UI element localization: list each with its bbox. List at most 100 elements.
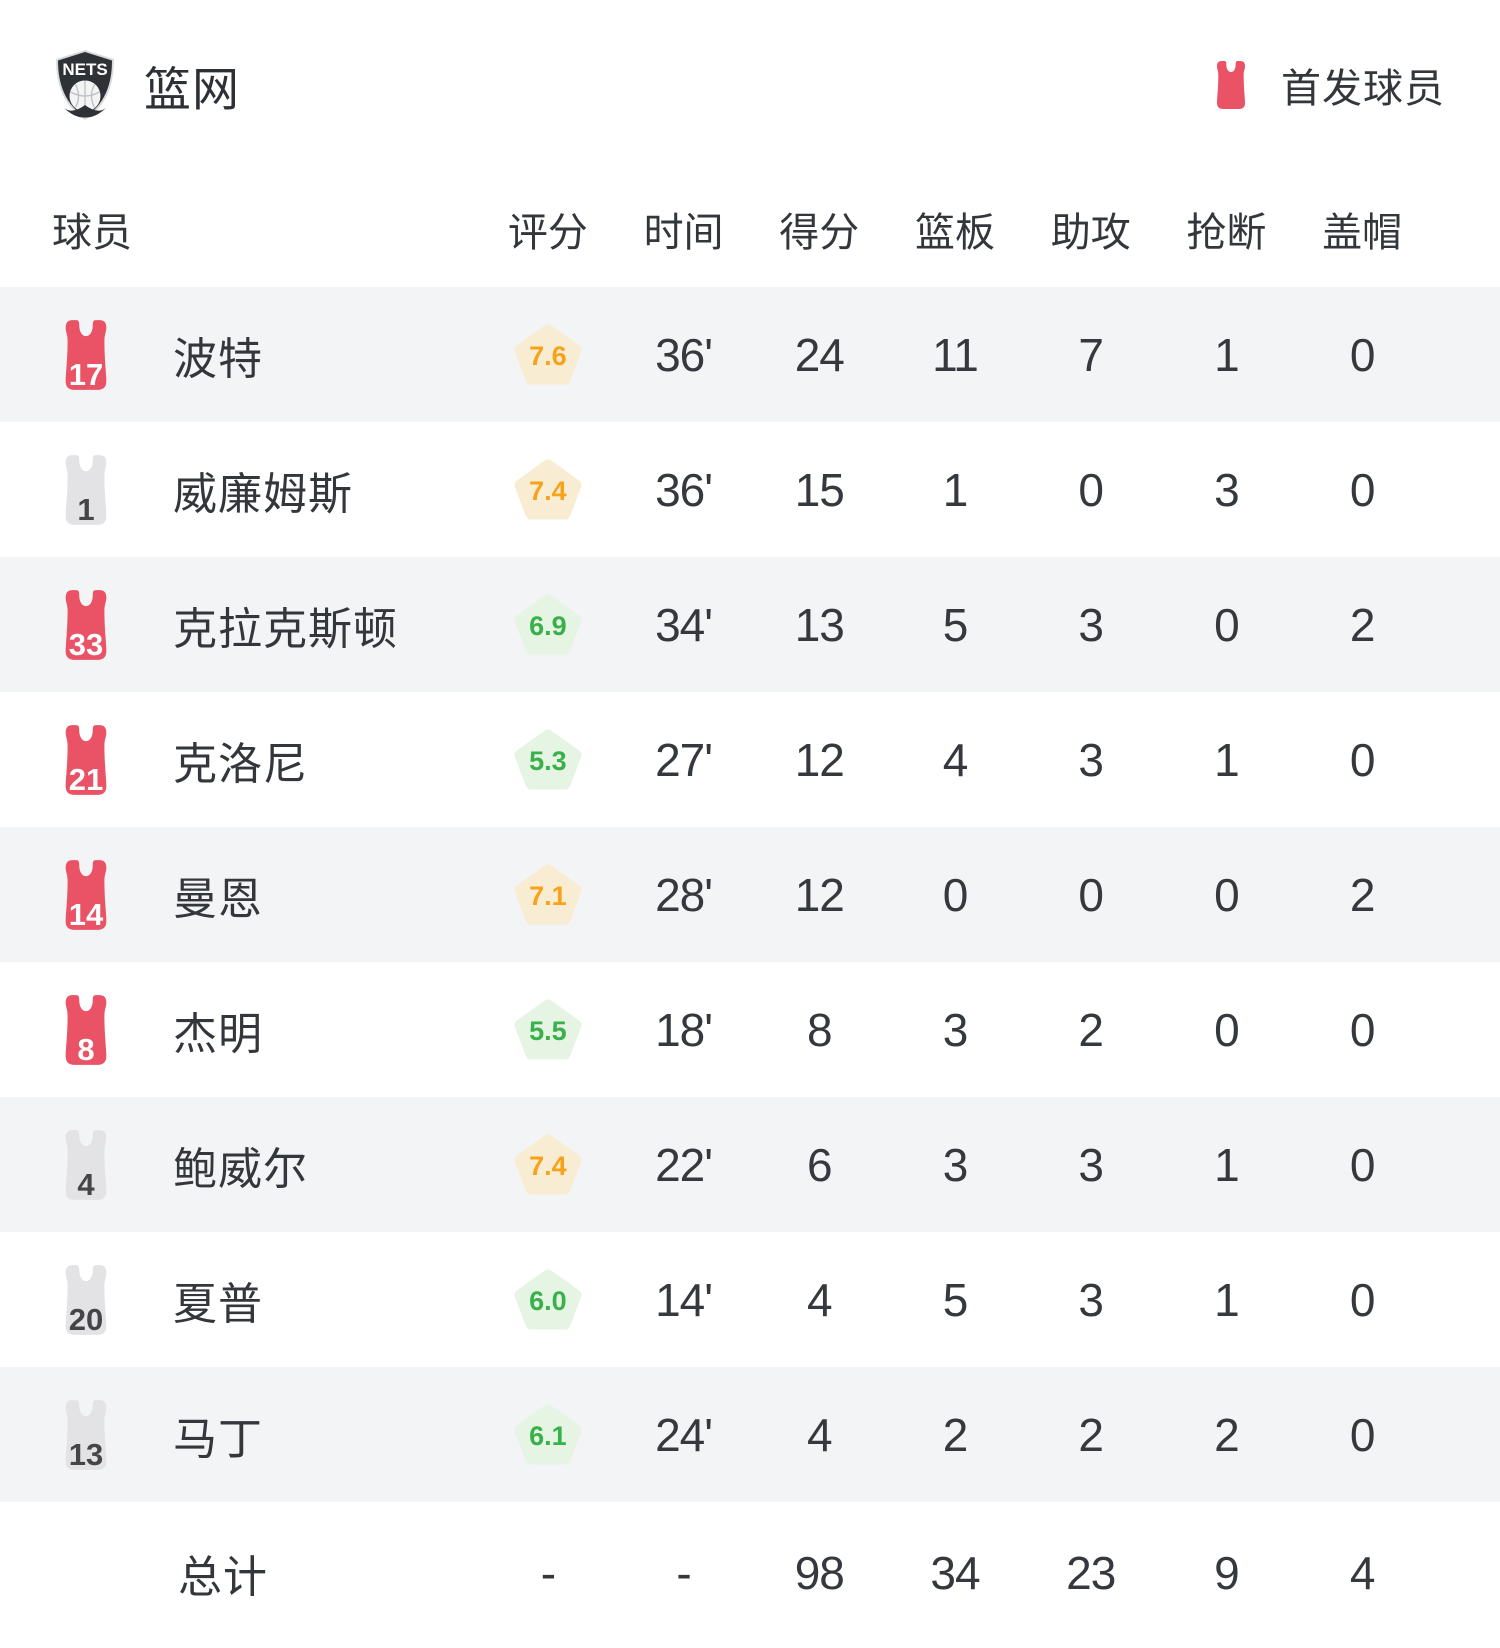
points-value: 8 [806, 1003, 833, 1056]
player-cell: 13 马丁 [0, 1397, 480, 1473]
rating-value: 7.4 [529, 1150, 567, 1181]
rebounds-value: 5 [942, 1273, 969, 1326]
player-row[interactable]: 33 克拉克斯顿 6.9 34' 13 5 3 0 2 [0, 557, 1500, 692]
player-row[interactable]: 21 克洛尼 5.3 27' 12 4 3 1 0 [0, 692, 1500, 827]
player-name: 克拉克斯顿 [173, 604, 398, 654]
rating-cell: 5.5 [480, 998, 616, 1062]
column-header-points: 得分 [779, 210, 860, 255]
column-header-player: 球员 [52, 210, 132, 255]
rebounds-value: 1 [942, 463, 969, 516]
jersey-number: 1 [77, 491, 95, 527]
total-rebounds: 34 [930, 1546, 980, 1599]
jersey-number: 20 [68, 1301, 104, 1337]
total-time: - [676, 1546, 691, 1599]
rating-value: 6.1 [529, 1420, 567, 1451]
steals-value: 0 [1214, 1003, 1240, 1056]
rating-value: 6.9 [529, 610, 567, 641]
table-body: 17 波特 7.6 36' 24 11 7 1 0 1 威廉姆斯 [0, 287, 1500, 1502]
player-cell: 17 波特 [0, 317, 480, 393]
assists-value: 2 [1078, 1408, 1104, 1461]
time-value: 36' [655, 328, 713, 381]
blocks-value: 0 [1349, 1003, 1376, 1056]
rating-value: 7.4 [529, 475, 567, 506]
jersey-icon: 1 [55, 452, 117, 528]
assists-value: 0 [1078, 463, 1104, 516]
steals-value: 3 [1214, 463, 1240, 516]
player-row[interactable]: 8 杰明 5.5 18' 8 3 2 0 0 [0, 962, 1500, 1097]
rating-value: 5.5 [529, 1015, 567, 1046]
assists-value: 0 [1078, 868, 1104, 921]
starter-legend: 首发球员 [1207, 56, 1445, 114]
rating-cell: 7.4 [480, 458, 616, 522]
total-points: 98 [794, 1546, 845, 1599]
blocks-value: 0 [1349, 1138, 1376, 1191]
points-value: 4 [806, 1273, 833, 1326]
rating-badge: 5.5 [514, 998, 582, 1062]
jersey-icon: 4 [55, 1127, 117, 1203]
player-cell: 14 曼恩 [0, 857, 480, 933]
blocks-value: 0 [1349, 463, 1376, 516]
column-header-time: 时间 [643, 210, 724, 255]
player-row[interactable]: 20 夏普 6.0 14' 4 5 3 1 0 [0, 1232, 1500, 1367]
rating-badge: 7.4 [514, 1133, 582, 1197]
points-value: 12 [794, 868, 845, 921]
points-value: 4 [806, 1408, 833, 1461]
player-name: 鲍威尔 [173, 1144, 308, 1194]
assists-value: 3 [1078, 733, 1104, 786]
points-value: 12 [794, 733, 845, 786]
rebounds-value: 3 [942, 1138, 969, 1191]
rebounds-value: 11 [932, 328, 979, 381]
player-cell: 8 杰明 [0, 992, 480, 1068]
player-row[interactable]: 17 波特 7.6 36' 24 11 7 1 0 [0, 287, 1500, 422]
column-header-rebounds: 篮板 [914, 210, 995, 255]
rating-value: 6.0 [529, 1285, 567, 1316]
column-header-rating: 评分 [507, 210, 588, 255]
rating-value: 5.3 [529, 745, 567, 776]
assists-value: 7 [1078, 328, 1104, 381]
jersey-icon: 13 [55, 1397, 117, 1473]
player-row[interactable]: 14 曼恩 7.1 28' 12 0 0 0 2 [0, 827, 1500, 962]
points-value: 6 [806, 1138, 833, 1191]
blocks-value: 0 [1349, 1408, 1376, 1461]
player-name: 波特 [173, 334, 263, 384]
time-value: 24' [655, 1408, 713, 1461]
rebounds-value: 0 [942, 868, 969, 921]
blocks-value: 2 [1349, 868, 1376, 921]
player-row[interactable]: 4 鲍威尔 7.4 22' 6 3 3 1 0 [0, 1097, 1500, 1232]
total-steals: 9 [1214, 1546, 1240, 1599]
jersey-number: 13 [68, 1436, 104, 1472]
rating-badge: 5.3 [514, 728, 582, 792]
jersey-icon: 14 [55, 857, 117, 933]
total-assists: 23 [1066, 1546, 1116, 1599]
jersey-number: 17 [68, 356, 104, 392]
steals-value: 1 [1214, 1273, 1240, 1326]
rating-badge: 6.0 [514, 1268, 582, 1332]
rating-cell: 6.1 [480, 1403, 616, 1467]
rating-value: 7.1 [529, 880, 567, 911]
rating-value: 7.6 [529, 340, 567, 371]
rating-badge: 7.6 [514, 323, 582, 387]
jersey-number: 4 [77, 1166, 95, 1202]
rating-badge: 7.1 [514, 863, 582, 927]
rating-cell: 7.1 [480, 863, 616, 927]
time-value: 36' [655, 463, 713, 516]
blocks-value: 0 [1349, 328, 1376, 381]
total-row: 总计 - - 98 34 23 9 4 [0, 1502, 1500, 1643]
jersey-number: 33 [68, 626, 104, 662]
player-cell: 4 鲍威尔 [0, 1127, 480, 1203]
time-value: 27' [655, 733, 713, 786]
table-header-row: 球员 评分 时间 得分 篮板 助攻 抢断 盖帽 [0, 170, 1500, 287]
column-header-steals: 抢断 [1186, 210, 1267, 255]
steals-value: 1 [1214, 733, 1240, 786]
total-label: 总计 [178, 1552, 268, 1602]
player-row[interactable]: 13 马丁 6.1 24' 4 2 2 2 0 [0, 1367, 1500, 1502]
player-name: 杰明 [173, 1009, 263, 1059]
player-name: 威廉姆斯 [173, 469, 353, 519]
rebounds-value: 3 [942, 1003, 969, 1056]
column-header-blocks: 盖帽 [1322, 210, 1403, 255]
assists-value: 3 [1078, 1138, 1104, 1191]
time-value: 14' [655, 1273, 713, 1326]
time-value: 28' [655, 868, 713, 921]
player-row[interactable]: 1 威廉姆斯 7.4 36' 15 1 0 3 0 [0, 422, 1500, 557]
rating-cell: 7.4 [480, 1133, 616, 1197]
